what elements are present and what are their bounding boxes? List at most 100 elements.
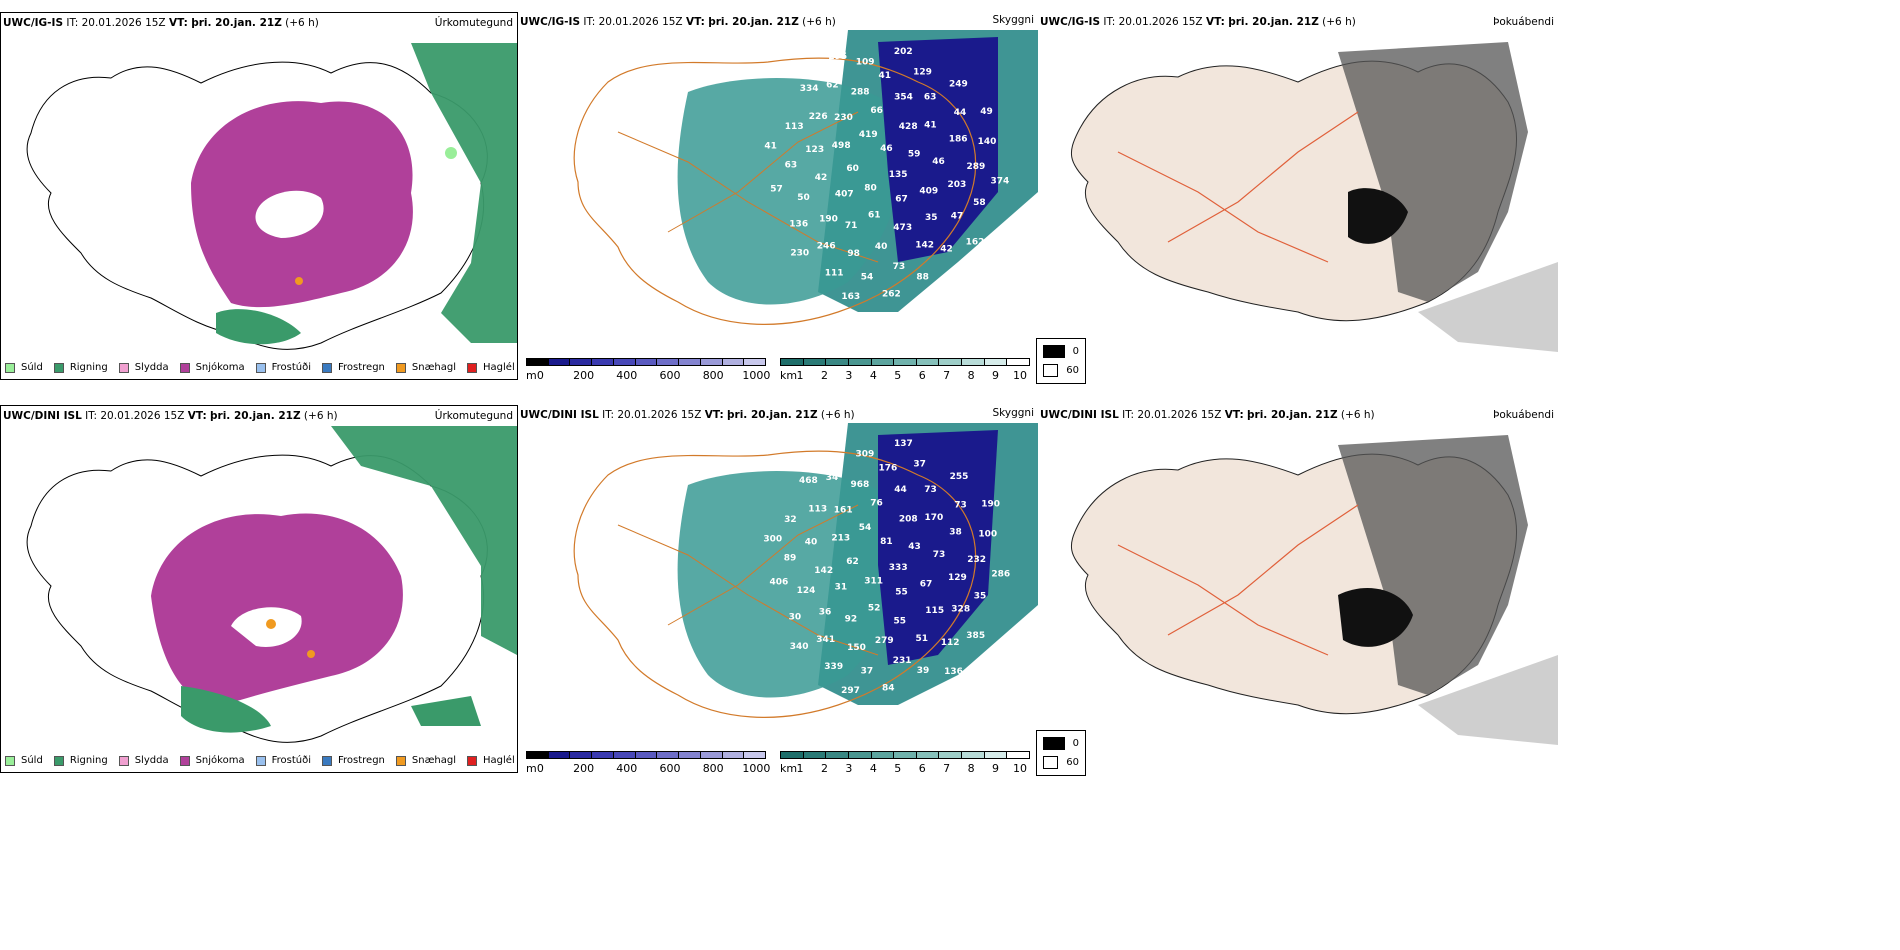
colorbar-cell	[700, 752, 723, 758]
colorbar-cell	[744, 752, 766, 758]
ceiling-value-label: 57	[770, 185, 783, 195]
ceiling-value-label: 42	[940, 244, 953, 254]
legend-item: Haglél	[467, 755, 515, 766]
panel-title: Þokuábendi	[1493, 16, 1554, 28]
ceiling-value-label: 67	[920, 580, 933, 590]
ceiling-value-label: 40	[875, 242, 888, 252]
ceiling-value-label: 213	[831, 534, 850, 544]
ceiling-value-label: 37	[913, 460, 926, 470]
colorbar-cell	[613, 752, 636, 758]
colorbar-cell	[744, 359, 766, 365]
ceiling-value-label: 190	[981, 500, 1000, 510]
fog-legend-row: 60	[1043, 364, 1079, 377]
ceiling-value-label: 186	[949, 135, 968, 145]
colorbar-cell	[916, 752, 940, 758]
colorbar-tick-label: 5	[894, 369, 902, 380]
ceiling-value-label: 129	[913, 68, 932, 78]
legend-item: Súld	[5, 362, 43, 373]
ceiling-value-label: 246	[817, 242, 836, 252]
ceiling-value-label: 32	[784, 515, 797, 525]
colorbar-cell	[548, 359, 571, 365]
ceiling-value-label: 279	[875, 636, 894, 646]
ceiling-value-label: 62	[826, 81, 839, 91]
ceiling-value-label: 129	[948, 573, 967, 583]
ceiling-value-label: 55	[894, 616, 907, 626]
fog-legend-bottom: 0 60	[1036, 730, 1086, 776]
colorbar-tick-label: 10	[1013, 369, 1027, 380]
ceiling-value-label: 142	[915, 240, 934, 250]
colorbar-cell	[570, 752, 593, 758]
ceiling-value-label: 71	[845, 221, 858, 231]
ceiling-value-label: 374	[991, 176, 1010, 186]
ceiling-value-label: 176	[879, 463, 898, 473]
ceiling-value-label: 190	[819, 214, 838, 224]
ceiling-value-label: 428	[899, 122, 918, 132]
ceiling-value-label: 50	[797, 193, 810, 203]
panel-title: Úrkomutegund	[434, 17, 513, 29]
colorbar-tick-label: 2	[820, 762, 828, 773]
ceiling-value-label: 37	[861, 666, 874, 676]
ceiling-value-label: 111	[825, 268, 844, 278]
panel-header: UWC/IG-IS IT: 20.01.2026 15Z VT: þri. 20…	[520, 16, 836, 28]
colorbar-cell	[803, 752, 827, 758]
colorbar-cell	[657, 752, 680, 758]
ceiling-value-label: 42	[815, 173, 828, 183]
ceiling-value-label: 112	[941, 638, 960, 648]
fog-legend-swatch	[1043, 737, 1065, 750]
ceiling-value-label: 113	[808, 505, 827, 515]
ceiling-value-label: 340	[790, 642, 809, 652]
legend-item: Frostregn	[322, 362, 385, 373]
ceiling-value-label: 73	[933, 550, 946, 560]
legend-item: Snæhagl	[395, 362, 456, 373]
ceiling-value-label: 406	[770, 578, 789, 588]
precip-map	[26, 426, 517, 743]
colorbar-cell	[635, 752, 658, 758]
ceiling-value-label: 232	[967, 555, 986, 565]
colorbar-cell	[781, 359, 804, 365]
ceiling-value-label: 66	[870, 106, 883, 116]
colorbar-ticks: m 0 200 400 600 800 1000	[526, 369, 770, 380]
ceiling-value-label: 328	[951, 605, 970, 615]
legend-item: Súld	[5, 755, 43, 766]
ceiling-value-label: 36	[819, 608, 832, 618]
colorbar-tick-label: 1000	[742, 369, 771, 380]
colorbar-cell	[894, 359, 917, 365]
colorbar-tick-label: 0	[536, 369, 544, 380]
ceiling-value-label: 311	[864, 577, 883, 587]
ceiling-value-label: 297	[841, 686, 860, 696]
ceiling-value-label: 208	[899, 515, 918, 525]
colorbar-tick-label: 1000	[742, 762, 771, 773]
ceiling-value-label: 124	[797, 586, 816, 596]
colorbar-unit: m	[526, 762, 537, 773]
colorbar-cell	[592, 752, 614, 758]
legend-item: Frostregn	[322, 755, 385, 766]
ceiling-value-label: 62	[846, 557, 859, 567]
colorbar-tick-label: 800	[702, 762, 724, 773]
colorbar-tick-label: 6	[918, 369, 926, 380]
ceiling-value-label: 63	[924, 93, 937, 103]
fog-legend-row: 0	[1043, 737, 1079, 750]
ceiling-value-label: 55	[895, 588, 908, 598]
colorbar-tick-label: 9	[992, 762, 1000, 773]
ceiling-value-label: 300	[763, 534, 782, 544]
colorbar-cell	[939, 752, 963, 758]
ceiling-value-label: 498	[832, 141, 851, 151]
colorbar-unit: km	[780, 369, 798, 380]
legend-swatch	[118, 362, 129, 373]
ceiling-value-label: 142	[814, 566, 833, 576]
colorbar-tick-label: 2	[820, 369, 828, 380]
legend-swatch	[395, 755, 406, 766]
ceiling-value-label: 309	[856, 449, 875, 459]
colorbar-ticks: m 0 200 400 600 800 1000	[526, 762, 770, 773]
ceiling-value-label: 136	[944, 667, 963, 677]
colorbar-cell	[548, 752, 571, 758]
ceiling-value-label: 385	[966, 631, 985, 641]
ceiling-value-label: 98	[847, 249, 860, 259]
fog-index-panel-bottom: UWC/DINI ISL IT: 20.01.2026 15Z VT: þri.…	[1038, 405, 1558, 773]
colorbar-unit: km	[780, 762, 798, 773]
colorbar-cell	[962, 752, 985, 758]
ceiling-value-label: 286	[991, 569, 1010, 579]
panel-title: Skyggni	[992, 14, 1035, 26]
colorbar-cell	[1007, 359, 1030, 365]
fog-index-map	[1070, 435, 1558, 745]
